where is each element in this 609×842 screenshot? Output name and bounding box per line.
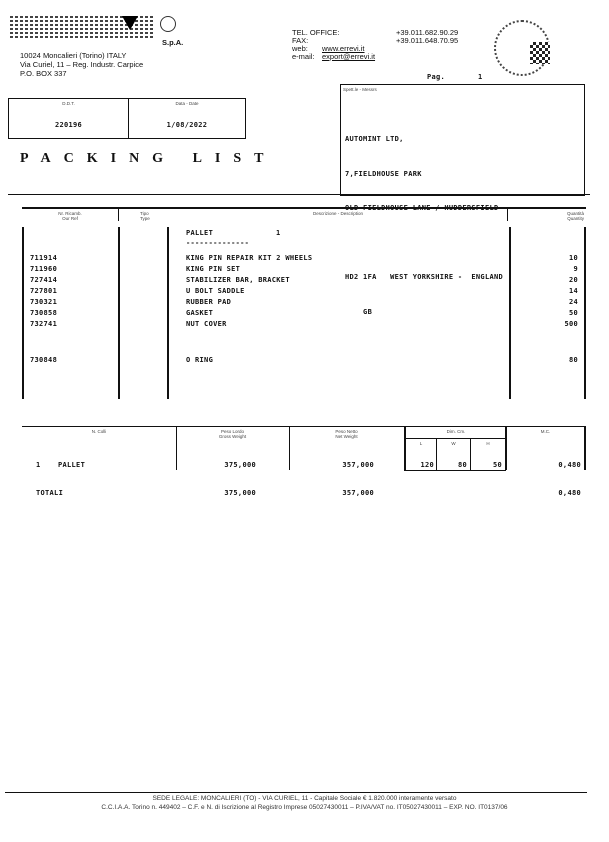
header-net-weight: Peso Netto Net Weight [335,429,358,439]
item-ref: 730321 [30,298,58,306]
length: 120 [420,461,434,469]
pallet-number: 1 [276,229,281,237]
volume: 0,480 [558,461,581,469]
total-volume: 0,480 [558,489,581,497]
item-quantity: 10 [568,254,578,262]
logo-triangle-icon [122,16,138,30]
item-ref: 730858 [30,309,58,317]
item-description: NUT COVER [186,320,227,328]
ddt-label: D.D.T. [62,101,75,106]
consignee-line: HD2 1FA WEST YORKSHIRE - ENGLAND [345,273,504,281]
fax-label: FAX: [292,36,309,45]
total-net-weight: 357,000 [342,489,374,497]
item-description: O RING [186,356,214,364]
item-quantity: 14 [568,287,578,295]
item-quantity: 9 [573,265,578,273]
item-quantity: 500 [564,320,578,328]
footer-divider [5,792,587,793]
table-row: 727414 STABILIZER BAR, BRACKET 20 [22,276,586,287]
table-row: 711914 KING PIN REPAIR KIT 2 WHEELS 10 [22,254,586,265]
item-quantity: 24 [568,298,578,306]
header-ref: Nr. Ricamb. Our Ref [58,211,82,221]
consignee-label: Spett.le - Messrs [343,87,377,92]
packages-count: 1 [36,461,41,469]
table-row: 711960 KING PIN SET 9 [22,265,586,276]
fax-value: +39.011.648.70.95 [396,36,459,45]
gross-weight: 375,000 [224,461,256,469]
web-label: web: [292,44,308,53]
item-quantity: 80 [568,356,578,364]
table-row: 732741 NUT COVER 500 [22,320,586,331]
item-ref: 727801 [30,287,58,295]
email-label: e-mail: [292,52,315,61]
document-title: PACKING LIST [20,151,277,166]
ddt-date-box: D.D.T. 220196 Data - Date 1/08/2022 [8,98,246,139]
footer-line: SEDE LEGALE: MONCALIERI (TO) - VIA CURIE… [152,795,457,802]
contacts: TEL. OFFICE: +39.011.682.90.29 FAX: +39.01… [292,28,472,61]
item-description: KING PIN REPAIR KIT 2 WHEELS [186,254,313,262]
email-link[interactable]: export@errevi.it [322,52,376,61]
header-packages: N. Colli [91,429,107,434]
company-address: 10024 Moncalieri (Torino) ITALY Via Curi… [20,51,143,78]
consignee-box: Spett.le - Messrs AUTOMINT LTD, 7,FIELDH… [340,84,585,316]
address-line: Via Curiel, 11 – Reg. Industr. Carpice [20,60,144,69]
weights-table: N. Colli Peso Lordo Gross Weight Peso Ne… [22,426,586,506]
width: 80 [457,461,467,469]
header-gross-weight: Peso Lordo Gross Weight [218,429,247,439]
header-type: Tipo Type [140,211,150,221]
date-value: 1/08/2022 [166,121,208,129]
consignee-line: 7,FIELDHOUSE PARK [345,169,422,178]
page-label: Pag. [427,73,446,81]
package-type: PALLET [58,461,86,469]
address-line: 10024 Moncalieri (Torino) ITALY [20,51,127,60]
date-label: Data - Date [175,101,199,106]
header-description: Descrizione - Description [312,211,364,216]
header-volume: M.C. [540,429,551,434]
item-ref: 727414 [30,276,58,284]
total-gross-weight: 375,000 [224,489,256,497]
item-description: KING PIN SET [186,265,241,273]
header-length: L [419,441,423,446]
pallet-label: PALLET [186,229,214,237]
tel-label: TEL. OFFICE: [292,28,340,37]
items-table: Nr. Ricamb. Our Ref Tipo Type Descrizion… [22,207,586,399]
table-row: 730858 GASKET 50 [22,309,586,320]
totals-label: TOTALI [36,489,64,497]
item-ref: 711914 [30,254,58,262]
address-line: P.O. BOX 337 [20,69,67,78]
header-dimensions: Dim. Cm. [446,429,466,434]
net-weight: 357,000 [342,461,374,469]
header-quantity: Quantità Quantity [566,211,584,221]
header-height: H [486,441,490,446]
item-description: STABILIZER BAR, BRACKET [186,276,290,284]
header-width: W [451,441,456,446]
item-description: RUBBER PAD [186,298,232,306]
ddt-number: 220196 [54,121,83,129]
footer-line: C.C.I.A.A. Torino n. 449402 – C.F. e N. … [101,804,508,811]
company-suffix: S.p.A. [162,38,184,47]
item-ref: 732741 [30,320,58,328]
divider [8,194,590,195]
table-row: 727801 U BOLT SADDLE 14 [22,287,586,298]
page-number: 1 [478,73,483,81]
table-row: 730848 O RING 80 [22,356,586,367]
item-quantity: 20 [568,276,578,284]
consignee-line: AUTOMINT LTD, [345,135,404,143]
consignee-line: GB [345,307,373,316]
item-ref: 730848 [30,356,58,364]
pallet-separator: -------------- [186,239,250,247]
height: 50 [492,461,502,469]
item-description: U BOLT SADDLE [186,287,245,295]
tel-value: +39.011.682.90.29 [396,28,459,37]
item-description: GASKET [186,309,214,317]
table-row: 730321 RUBBER PAD 24 [22,298,586,309]
logo-circle-icon [160,16,176,32]
footer: SEDE LEGALE: MONCALIERI (TO) - VIA CURIE… [0,794,609,812]
qr-code-icon [530,42,550,64]
item-ref: 711960 [30,265,58,273]
item-quantity: 50 [568,309,578,317]
web-link[interactable]: www.errevi.it [322,44,365,53]
